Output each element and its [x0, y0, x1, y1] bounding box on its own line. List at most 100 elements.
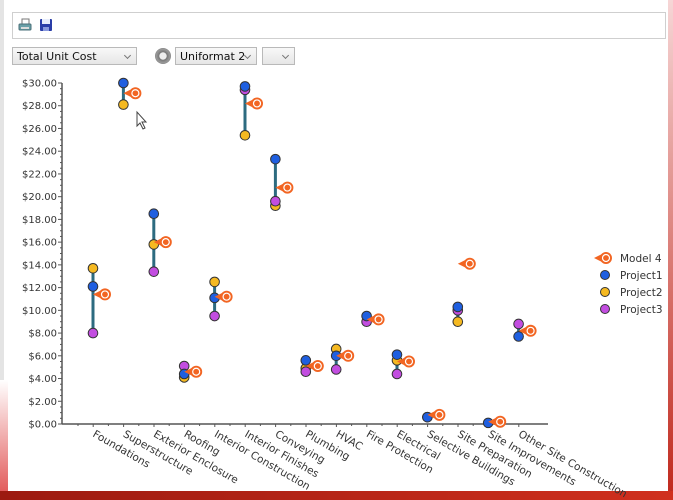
legend-label: Project3 [620, 304, 663, 316]
y-tick-label: $2.00 [28, 397, 57, 408]
classification-select[interactable]: Uniformat 2 [175, 47, 257, 65]
printer-icon[interactable] [18, 18, 32, 32]
y-tick-label: $4.00 [28, 374, 57, 385]
data-point-model-4 [123, 87, 142, 100]
data-point-model-4 [336, 349, 355, 362]
y-tick-label: $30.00 [22, 79, 57, 90]
data-point-project1 [148, 208, 160, 220]
marker-ring [283, 183, 292, 192]
marker-body [99, 288, 111, 301]
data-point-model-4 [153, 236, 172, 249]
marker-ring [344, 351, 353, 360]
data-point-project3 [148, 266, 160, 277]
y-tick-label: $18.00 [22, 215, 57, 226]
data-point-model-4 [275, 181, 294, 194]
data-point-model-4 [397, 355, 415, 368]
marker-body [220, 290, 233, 303]
data-point-project2 [452, 316, 464, 328]
marker-ring [435, 410, 444, 420]
data-point-project1 [452, 301, 464, 313]
marker-body [251, 97, 263, 110]
background-edge [668, 0, 673, 500]
data-point-model-4 [427, 408, 446, 421]
data-point-model-4 [366, 313, 385, 326]
legend-project1-icon [600, 270, 610, 280]
legend-label: Model 4 [620, 253, 662, 265]
y-tick-label: $26.00 [22, 124, 57, 135]
y-tick-label: $22.00 [22, 169, 57, 180]
data-point-model-4 [245, 97, 263, 110]
legend-label: Project2 [620, 287, 663, 299]
data-point-model-4 [214, 290, 233, 303]
y-tick-label: $28.00 [22, 101, 57, 112]
data-point-project2 [118, 99, 129, 110]
data-point-project2 [87, 262, 99, 274]
refresh-icon[interactable] [155, 48, 171, 64]
y-tick-label: $12.00 [22, 283, 57, 294]
metric-select[interactable]: Total Unit Cost [12, 47, 137, 65]
data-point-project1 [513, 331, 524, 342]
data-point-project1 [270, 153, 281, 165]
legend-project3-icon [600, 304, 610, 314]
marker-ring [192, 367, 201, 376]
marker-ring [374, 315, 383, 324]
marker-ring [496, 417, 505, 426]
background-edge [0, 380, 8, 500]
marker-body [494, 415, 507, 428]
data-point-model-4 [457, 257, 476, 270]
marker-ring [161, 238, 170, 247]
marker-ring [222, 292, 231, 301]
marker-body [372, 313, 385, 326]
marker-body [129, 87, 142, 100]
y-tick-label: $14.00 [22, 260, 57, 271]
data-point-model-4 [518, 324, 537, 337]
data-point-model-4 [93, 288, 111, 301]
data-point-model-4 [488, 415, 507, 428]
data-point-project3 [270, 195, 281, 207]
data-point-project1 [300, 355, 312, 366]
data-point-project3 [87, 327, 99, 339]
floppy-disk-icon[interactable] [39, 18, 53, 32]
legend-project2-icon [600, 287, 610, 297]
data-point-project3 [330, 364, 342, 375]
y-tick-label: $16.00 [22, 238, 57, 249]
marker-body [311, 360, 324, 373]
marker-body [524, 324, 537, 337]
mouse-cursor-icon [136, 110, 148, 130]
data-point-project1 [391, 349, 403, 360]
y-tick-label: $10.00 [22, 306, 57, 317]
y-tick-label: $0.00 [28, 420, 57, 431]
marker-body [342, 349, 355, 362]
marker-ring [601, 253, 611, 263]
y-tick-label: $20.00 [22, 192, 57, 203]
marker-body [433, 408, 446, 421]
data-point-project2 [209, 276, 220, 288]
marker-body [403, 355, 415, 368]
y-tick-label: $8.00 [28, 329, 57, 340]
data-point-model-4 [184, 365, 203, 378]
data-point-project3 [300, 366, 312, 378]
metric-select-value: Total Unit Cost [17, 50, 97, 63]
data-point-project3 [513, 318, 524, 330]
extra-select[interactable] [262, 47, 295, 65]
legend-label: Project1 [620, 270, 663, 282]
data-point-project3 [391, 368, 403, 380]
marker-ring [526, 326, 535, 335]
y-tick-label: $24.00 [22, 147, 57, 158]
marker-body [281, 181, 294, 194]
background-edge [0, 491, 673, 500]
data-point-project1 [87, 281, 99, 292]
toolbar [12, 12, 666, 39]
marker-ring [313, 361, 322, 371]
marker-body [600, 252, 612, 264]
data-point-project3 [209, 310, 220, 322]
marker-body [159, 236, 172, 249]
marker-body [463, 257, 476, 270]
marker-ring [100, 290, 110, 299]
data-point-model-4 [305, 360, 324, 373]
data-point-project2 [239, 129, 251, 141]
marker-ring [252, 99, 262, 108]
marker-ring [404, 357, 414, 366]
